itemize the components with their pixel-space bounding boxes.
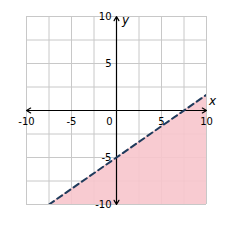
svg-text:10: 10 <box>200 116 213 127</box>
svg-text:-10: -10 <box>95 199 111 210</box>
svg-text:10: 10 <box>99 11 112 22</box>
svg-text:y: y <box>121 13 130 27</box>
svg-text:x: x <box>208 94 217 108</box>
svg-text:-5: -5 <box>102 152 112 163</box>
svg-text:-10: -10 <box>18 116 34 127</box>
svg-text:5: 5 <box>105 58 111 69</box>
svg-text:-5: -5 <box>67 116 77 127</box>
svg-text:0: 0 <box>106 116 112 127</box>
svg-text:5: 5 <box>158 116 164 127</box>
